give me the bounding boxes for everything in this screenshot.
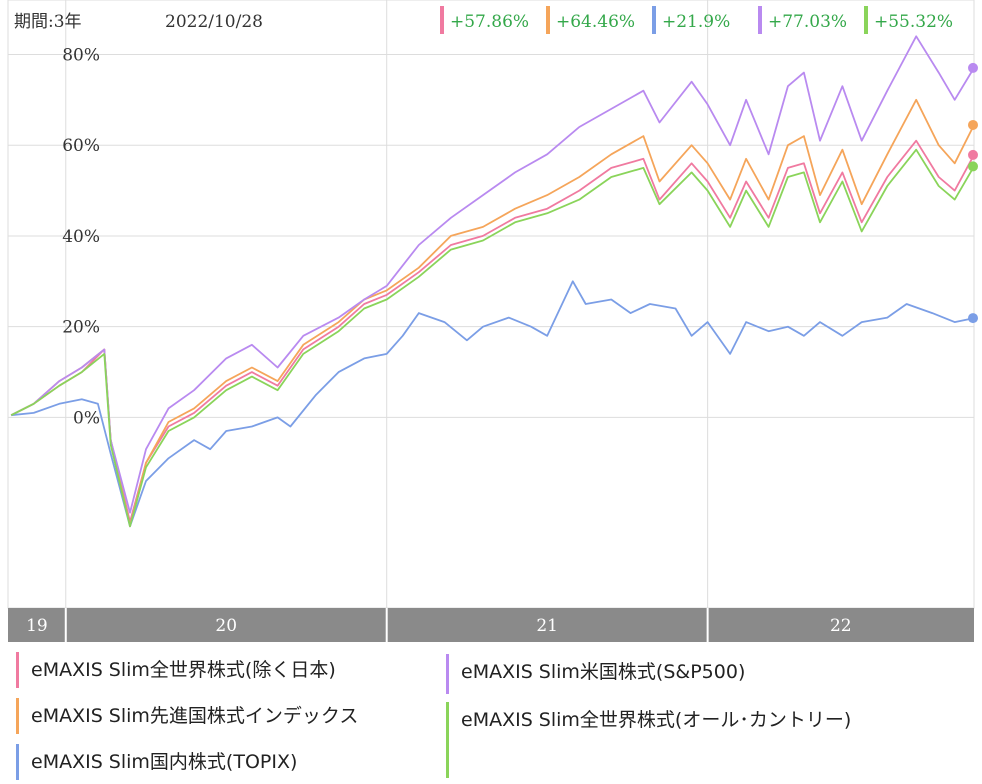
legend-label: eMAXIS Slim先進国株式インデックス [31, 705, 359, 727]
x-tick-label: 19 [26, 616, 48, 636]
y-tick-label: 0% [73, 408, 100, 428]
return-badge-value: +57.86% [450, 12, 529, 32]
y-axis-ticks: 0% 20% 40% 60% 80% [62, 45, 100, 428]
plot-frame [7, 0, 975, 609]
y-tick-label: 40% [62, 227, 100, 247]
return-badge-swatch [546, 6, 550, 34]
y-tick-label: 60% [62, 136, 100, 156]
return-badge-value: +55.32% [874, 12, 953, 32]
period-label: 期間:3年 [14, 12, 82, 32]
return-badge-swatch [864, 6, 868, 34]
legend-swatch [16, 698, 19, 734]
legend-item-allcountry: eMAXIS Slim全世界株式(オール･カントリー) [446, 702, 891, 778]
series-line-1 [10, 98, 975, 528]
y-tick-label: 80% [62, 45, 100, 65]
x-tick-label: 20 [215, 616, 237, 636]
legend-label: eMAXIS Slim国内株式(TOPIX) [31, 751, 298, 773]
series-endpoint-2 [968, 313, 978, 324]
legend-label: eMAXIS Slim全世界株式(オール･カントリー) [461, 709, 852, 731]
return-badge-value: +77.03% [768, 12, 847, 32]
legend-item-developed: eMAXIS Slim先進国株式インデックス [16, 698, 358, 734]
legend-label: eMAXIS Slim全世界株式(除く日本) [31, 659, 336, 681]
series-lines [10, 35, 975, 528]
return-badge-swatch [440, 6, 444, 34]
return-badge-swatch [652, 6, 656, 34]
legend-swatch [16, 744, 19, 780]
return-badges: +57.86% +64.46% +21.9% +77.03% +55.32% [440, 6, 953, 34]
x-tick-label: 22 [830, 616, 852, 636]
series-endpoint-4 [968, 161, 978, 172]
series-endpoint-1 [968, 119, 978, 130]
legend-item-sp500: eMAXIS Slim米国株式(S&P500) [446, 654, 745, 694]
return-badge-swatch [758, 6, 762, 34]
series-line-4 [10, 148, 975, 528]
legend-item-topix: eMAXIS Slim国内株式(TOPIX) [16, 744, 297, 780]
legend-swatch [446, 702, 449, 778]
legend-swatch [16, 652, 19, 688]
series-endpoints [968, 62, 978, 324]
return-badge-value: +64.46% [556, 12, 635, 32]
legend-label: eMAXIS Slim米国株式(S&P500) [461, 661, 746, 683]
x-tick-label: 21 [536, 616, 558, 636]
legend-item-allworld-exjapan: eMAXIS Slim全世界株式(除く日本) [16, 652, 336, 688]
performance-chart: 0%20%40%60%80% 期間:3年 2022/10/28 +57.86% +… [7, 0, 978, 642]
return-badge-value: +21.9% [662, 12, 730, 32]
series-line-3 [10, 35, 975, 514]
date-label: 2022/10/28 [165, 12, 263, 32]
x-axis-band [8, 608, 974, 642]
legend-swatch [446, 654, 449, 694]
series-line-0 [10, 139, 975, 523]
legend: eMAXIS Slim全世界株式(除く日本) eMAXIS Slim先進国株式イ… [0, 648, 982, 784]
series-line-2 [11, 280, 975, 528]
x-axis-ticks: 19 20 21 22 [26, 608, 852, 642]
series-endpoint-0 [968, 149, 978, 160]
y-tick-label: 20% [62, 318, 100, 338]
series-endpoint-3 [968, 62, 978, 73]
grid-lines [7, 0, 975, 609]
